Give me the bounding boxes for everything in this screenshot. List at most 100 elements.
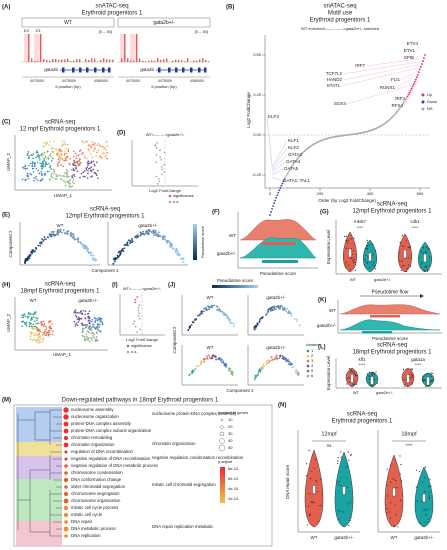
- dot: [162, 237, 165, 240]
- panel-letter: (N): [278, 403, 286, 409]
- dot: [35, 156, 38, 159]
- dot: [84, 323, 87, 326]
- panel-letter: (C): [2, 120, 10, 126]
- dot: [123, 244, 126, 247]
- dot: [63, 414, 69, 420]
- dot: [97, 143, 100, 145]
- dot: [176, 250, 179, 253]
- dot: [308, 450, 310, 452]
- shape: [168, 67, 171, 73]
- dot: [313, 502, 315, 504]
- shape: [130, 60, 132, 62]
- dot: [51, 233, 53, 236]
- dot: [308, 515, 311, 517]
- dot: [207, 305, 209, 308]
- dot: [33, 320, 36, 323]
- dot: [62, 229, 65, 232]
- dot: [44, 161, 47, 163]
- label: 6 position (bp): [55, 84, 81, 89]
- dot: [157, 231, 160, 234]
- dot: [346, 465, 348, 467]
- dot: [400, 463, 402, 466]
- dot: [395, 112, 397, 114]
- dot: [137, 306, 140, 309]
- dot: [24, 261, 26, 264]
- dot: [45, 334, 48, 336]
- dot: [69, 234, 72, 237]
- dot: [299, 324, 301, 326]
- dot: [64, 184, 67, 187]
- dot: [59, 159, 61, 161]
- dot: [122, 250, 125, 253]
- line: [266, 116, 273, 166]
- dot: [116, 254, 119, 257]
- dot: [24, 315, 27, 318]
- dot: [64, 156, 67, 159]
- dot: [167, 240, 170, 243]
- dot: [228, 317, 230, 319]
- line: [400, 70, 419, 81]
- dot: [66, 230, 69, 233]
- dot: [396, 110, 398, 113]
- dot: [350, 454, 352, 457]
- dot: [44, 330, 47, 333]
- line: [271, 140, 288, 168]
- dot: [34, 313, 36, 315]
- dot: [349, 501, 351, 503]
- dot: [284, 308, 286, 311]
- dot: [88, 162, 91, 164]
- dot: [90, 332, 93, 334]
- dot: [312, 501, 314, 504]
- label: 3: [311, 358, 314, 363]
- legend-dot: [421, 100, 425, 104]
- dot: [288, 309, 290, 312]
- shape: [423, 253, 427, 263]
- dot: [188, 374, 190, 377]
- dot: [54, 177, 57, 180]
- dot: [97, 149, 100, 152]
- dot: [37, 322, 40, 324]
- label: negative regulation of DNA recombination: [71, 456, 151, 461]
- panel-letter: (M): [2, 398, 11, 404]
- dot: [92, 323, 94, 326]
- dot: [72, 155, 75, 158]
- dot: [337, 460, 339, 462]
- dot: [366, 248, 369, 251]
- dot: [32, 323, 35, 326]
- label: gata2b+/-: [266, 345, 286, 350]
- dot: [32, 328, 35, 330]
- dot: [211, 306, 214, 308]
- dot: [307, 505, 310, 507]
- label: 5: [311, 368, 314, 373]
- dot: [22, 320, 25, 323]
- legend-dot: [306, 354, 310, 358]
- dot: [52, 233, 55, 236]
- dot: [268, 359, 270, 362]
- shape: [187, 58, 189, 62]
- label: Pseudotime score: [217, 278, 254, 283]
- dot: [57, 165, 59, 167]
- dot: [270, 307, 273, 310]
- legend-dot: [306, 364, 310, 368]
- dot: [81, 324, 84, 326]
- dot: [60, 178, 63, 180]
- dot: [38, 331, 41, 333]
- label: Pseudotime score: [260, 271, 297, 276]
- dot: [77, 241, 80, 244]
- dot: [55, 177, 58, 180]
- shape: [312, 485, 316, 494]
- dot: [84, 156, 86, 159]
- dot: [373, 253, 375, 255]
- dot: [203, 310, 205, 313]
- dot: [410, 377, 412, 379]
- dot: [100, 318, 102, 321]
- shape: [34, 34, 40, 62]
- dot: [64, 534, 68, 538]
- shape: [94, 58, 96, 62]
- dot: [95, 336, 98, 338]
- label: 400: [367, 191, 374, 196]
- dot: [72, 168, 75, 170]
- dot: [280, 184, 283, 187]
- label: FLI1: [391, 77, 401, 82]
- dot: [164, 235, 167, 238]
